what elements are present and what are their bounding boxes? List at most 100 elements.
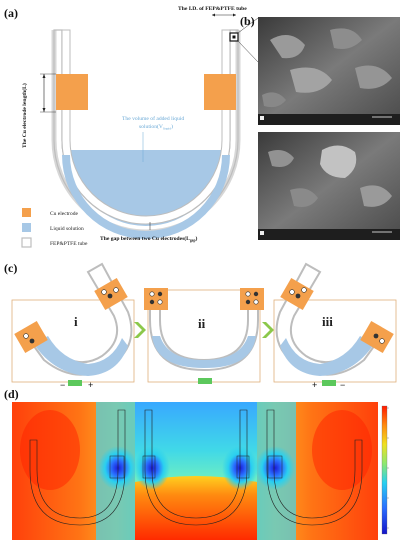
- cation-icon: [157, 299, 163, 305]
- sem-top-grain-5: [262, 92, 286, 108]
- field-map-3-blue-spot: [255, 446, 295, 490]
- stage-ii-label: ii: [198, 316, 206, 331]
- field-map-1-hot: [20, 410, 80, 490]
- sem-top-logo-icon: [260, 116, 264, 120]
- volume-label-line1: The volume of added liquid: [122, 115, 184, 122]
- volume-label-main: solution(V: [139, 123, 163, 130]
- stage-ii-electrode-right: [240, 288, 264, 310]
- volume-label-sub: liquid: [163, 127, 171, 131]
- cation-icon: [149, 291, 155, 297]
- stage-i-ions: [23, 287, 119, 344]
- sem-image-top: [258, 17, 400, 125]
- field-map-2-electrode-left-outline: [142, 455, 156, 479]
- field-map-3-electrode-outline: [267, 455, 283, 479]
- panel-c-label: (c): [4, 261, 17, 275]
- field-map-2: [134, 402, 258, 540]
- stage-iii-ions: [289, 287, 385, 344]
- field-map-1-tube-outline: [29, 409, 126, 526]
- cation-icon: [23, 333, 29, 339]
- stage-ii-ions: [149, 291, 259, 305]
- cation-icon: [113, 287, 119, 293]
- volume-label-end: ): [171, 123, 173, 130]
- stage-ii-liquid: [152, 336, 256, 368]
- meter-icon: [322, 380, 336, 386]
- cation-icon: [101, 289, 107, 295]
- sem-bottom-infobar: [258, 229, 400, 240]
- stage-iii-label: iii: [322, 314, 333, 329]
- cation-icon: [253, 299, 259, 305]
- stage-i-label: i: [74, 314, 78, 329]
- gap-label-sub: gap: [190, 239, 196, 243]
- u-tube-lumen: [61, 29, 231, 225]
- field-map-2-electrode-right-outline: [236, 455, 250, 479]
- stage-i: i − +: [11, 262, 135, 390]
- dim-arrow-right-icon: [233, 13, 236, 17]
- sem-top-infobar: [258, 114, 400, 125]
- field-map-3-hot: [312, 410, 372, 490]
- anion-icon: [253, 291, 259, 297]
- tube-id-label: The I.D. of FEP&PTFE tube: [178, 6, 247, 12]
- sem-top-grain-2: [330, 28, 362, 49]
- legend-electrode-label: Cu electrode: [50, 211, 79, 217]
- stage-iii: iii + −: [273, 262, 397, 390]
- anion-icon: [149, 299, 155, 305]
- electrode-length-label: The Cu electrode length(L): [21, 83, 28, 148]
- sem-top-grain-3: [290, 67, 332, 93]
- stage-iii-plus: +: [312, 380, 317, 390]
- zoom-marker-center: [232, 35, 236, 39]
- zoom-line-1: [237, 40, 259, 63]
- legend-tube-label: FEP&PTFE tube: [50, 241, 88, 247]
- panel-a-label: (a): [4, 6, 18, 20]
- anion-icon: [245, 299, 251, 305]
- stage-ii-electrode-left: [144, 288, 168, 310]
- stage-ii: ii: [144, 288, 264, 384]
- anion-icon: [29, 338, 35, 344]
- stage-i-plus: +: [88, 380, 93, 390]
- dim-arrow-left-icon: [212, 13, 215, 17]
- panel-d-label: (d): [4, 387, 19, 401]
- stage-i-liquid: [34, 336, 128, 376]
- field-map-3-tube-outline: [266, 409, 363, 526]
- stage-i-electrode-left: [14, 320, 48, 354]
- field-map-3: [255, 402, 378, 540]
- meter-icon: [68, 380, 82, 386]
- anion-icon: [157, 291, 163, 297]
- sem-bottom-grain-2: [268, 150, 294, 167]
- cation-icon: [379, 338, 385, 344]
- field-map-2-bottom: [135, 476, 257, 540]
- colorbar-gradient: [381, 405, 388, 535]
- sem-top-grain-1: [270, 35, 305, 59]
- gap-label-main: The gap between two Cu electrodes(L: [100, 235, 190, 242]
- sem-bottom-logo-icon: [260, 231, 264, 235]
- panel-b-label: (b): [240, 14, 255, 28]
- cation-icon: [289, 289, 295, 295]
- field-map-2-tube-outline: [144, 409, 248, 526]
- anion-icon: [107, 293, 113, 299]
- stage-iii-minus: −: [340, 380, 345, 390]
- length-arrow-down-icon: [42, 108, 46, 112]
- gap-label: The gap between two Cu electrodes(Lgap): [100, 235, 197, 243]
- arrow-chevron-icon: [262, 322, 274, 338]
- field-map-1-electrode-outline: [109, 455, 125, 479]
- legend-liquid-swatch: [22, 223, 31, 232]
- cu-electrode-left: [56, 74, 88, 110]
- sem-bottom-grain-3: [290, 188, 318, 207]
- legend-electrode-swatch: [22, 208, 31, 217]
- zoom-line-2: [237, 17, 259, 34]
- stage-iii-liquid: [280, 336, 374, 376]
- legend-tube-swatch: [21, 237, 32, 248]
- field-map-1: [12, 402, 138, 540]
- cation-icon: [245, 291, 251, 297]
- sem-bottom-grain-4: [360, 185, 392, 207]
- anion-icon: [373, 333, 379, 339]
- volume-label-line2: solution(Vliquid): [139, 123, 173, 131]
- meter-icon: [198, 378, 212, 384]
- anion-icon: [295, 293, 301, 299]
- colorbar: [381, 405, 389, 535]
- sem-image-bottom: [258, 132, 400, 240]
- cation-icon: [301, 287, 307, 293]
- sem-top-grain-4: [355, 65, 392, 89]
- sem-bottom-grain-1: [320, 145, 357, 178]
- stage-i-minus: −: [60, 380, 65, 390]
